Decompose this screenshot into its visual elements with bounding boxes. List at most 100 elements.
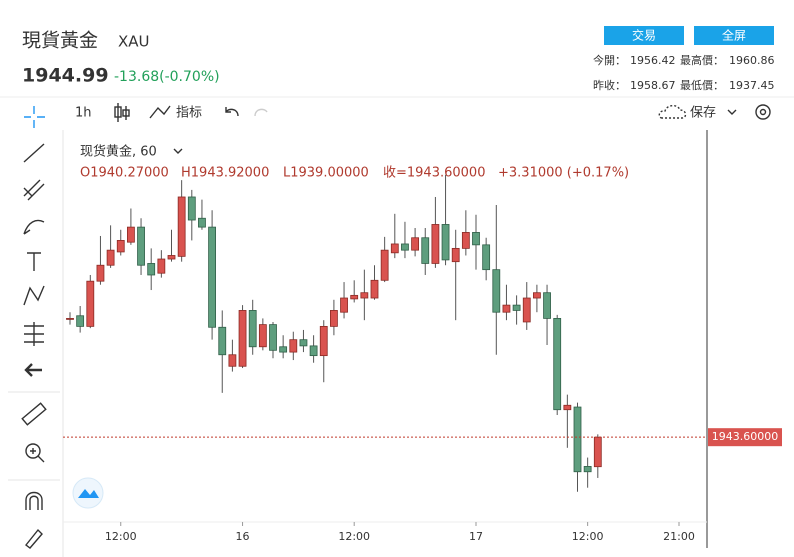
candle-body <box>411 237 420 251</box>
price: 1944.99 <box>22 65 109 87</box>
candle-body <box>106 249 115 266</box>
ohlc-close: 收=1943.60000 <box>383 166 485 181</box>
legend-menu-icon[interactable] <box>173 148 183 154</box>
candle-body <box>482 244 491 271</box>
candle-body <box>380 249 389 281</box>
cloud-icon[interactable] <box>658 104 687 119</box>
crosshair-tool[interactable] <box>24 106 45 128</box>
candle-body <box>248 310 257 348</box>
ohlc-open: O1940.27000 <box>80 166 169 181</box>
magnet-tool[interactable] <box>25 491 43 511</box>
interval-button[interactable]: 1h <box>75 106 92 121</box>
candle-body <box>299 339 308 347</box>
candle-body <box>451 247 460 263</box>
x-tick-label: 17 <box>469 530 483 543</box>
text-tool[interactable] <box>27 252 41 271</box>
indicator-icon[interactable] <box>149 105 171 119</box>
stat-value: 1960.86 <box>729 54 775 67</box>
x-tick-label: 21:00 <box>663 530 695 543</box>
lock-tool[interactable] <box>25 528 43 549</box>
redo-icon[interactable] <box>254 108 268 117</box>
legend-title: 现货黄金, 60 <box>80 144 157 160</box>
fullscreen-button[interactable] <box>694 26 774 45</box>
x-tick-label: 12:00 <box>105 530 137 543</box>
candle-body <box>177 196 186 257</box>
candle-body <box>309 345 318 357</box>
ohlc-low: L1939.00000 <box>283 166 369 181</box>
candle-body <box>340 297 348 313</box>
last-price-label: 1943.60000 <box>712 430 778 443</box>
zoom-tool[interactable] <box>25 443 41 459</box>
save-menu-icon[interactable] <box>727 109 737 115</box>
measure-tool[interactable] <box>24 322 44 346</box>
candle-body <box>583 466 592 473</box>
back-tool[interactable] <box>24 363 42 377</box>
undo-icon[interactable] <box>225 107 239 117</box>
stat-value: 1937.45 <box>729 79 775 92</box>
candle-body <box>208 226 217 328</box>
stat-label: 最高價： <box>680 53 724 67</box>
candle-body <box>137 226 145 266</box>
candle-body <box>350 294 359 300</box>
candle-body <box>472 232 480 246</box>
candle-body <box>96 264 105 282</box>
logo <box>78 489 99 498</box>
save-button[interactable]: 保存 <box>690 106 716 121</box>
stat-label: 今開： <box>593 53 626 67</box>
last-price-tag <box>708 428 782 447</box>
settings-icon[interactable] <box>755 104 771 120</box>
instrument-symbol: XAU <box>118 33 150 51</box>
settings-icon-center <box>759 108 767 116</box>
candle-body <box>421 237 430 264</box>
candle-body <box>593 436 602 468</box>
fullscreen-button-label[interactable]: 全屏 <box>722 28 746 43</box>
ohlc-high: H1943.92000 <box>181 166 269 181</box>
zoom-tool-plus <box>30 448 45 463</box>
trade-button[interactable] <box>604 26 684 45</box>
candle-body <box>461 232 470 249</box>
candle-body <box>502 304 511 313</box>
candle-body <box>127 226 135 243</box>
candle-body <box>147 263 156 276</box>
candle-body <box>86 280 95 327</box>
candle-body <box>319 325 328 357</box>
x-tick-label: 16 <box>236 530 250 543</box>
candle-body <box>563 404 572 411</box>
candle-body <box>401 243 409 251</box>
left-toolbar <box>8 106 60 549</box>
candle-body <box>522 297 531 323</box>
candle-body <box>289 339 298 353</box>
candle-body <box>533 292 541 299</box>
ohlc-change: +3.31000 (+0.17%) <box>498 166 629 181</box>
candle-body <box>390 243 399 254</box>
stat-value: 1956.42 <box>630 54 676 67</box>
candle-body <box>116 240 125 253</box>
candle-body <box>431 224 440 264</box>
candle-body <box>228 354 237 367</box>
x-tick-label: 12:00 <box>338 530 370 543</box>
candle-body <box>573 406 582 473</box>
candle-body <box>492 269 501 313</box>
indicator-button[interactable]: 指标 <box>176 106 202 121</box>
candle-body <box>187 196 196 221</box>
candle-body <box>258 324 267 348</box>
candle-body <box>157 258 166 274</box>
ruler-tool[interactable] <box>21 402 47 426</box>
price-change: -13.68(-0.70%) <box>114 69 220 85</box>
candle-body <box>76 315 85 327</box>
candle-body <box>543 292 551 319</box>
stat-value: 1958.67 <box>630 79 676 92</box>
fib-tool[interactable] <box>23 179 45 201</box>
candle-body <box>441 224 450 261</box>
trendline-tool[interactable] <box>23 143 45 163</box>
candle-body <box>269 324 277 351</box>
candle-body <box>512 304 521 311</box>
pattern-tool[interactable] <box>23 285 45 306</box>
candle-type-icon[interactable] <box>114 103 130 122</box>
trade-button-label[interactable]: 交易 <box>632 28 656 43</box>
brush-tool[interactable] <box>23 219 45 235</box>
candle-body <box>238 310 247 367</box>
candle-body <box>167 255 176 260</box>
stat-label: 昨收： <box>593 78 626 92</box>
